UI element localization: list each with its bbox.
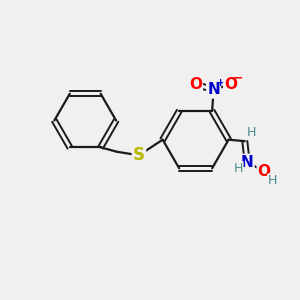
Text: +: +	[216, 78, 225, 88]
Text: O: O	[258, 164, 271, 179]
Text: H: H	[268, 174, 277, 187]
Text: O: O	[189, 76, 202, 92]
Text: H: H	[247, 126, 256, 140]
Text: H: H	[234, 162, 243, 175]
Text: −: −	[233, 71, 243, 84]
Text: O: O	[224, 76, 237, 92]
Text: N: N	[241, 155, 253, 170]
Text: N: N	[207, 82, 220, 98]
Text: S: S	[133, 146, 145, 164]
